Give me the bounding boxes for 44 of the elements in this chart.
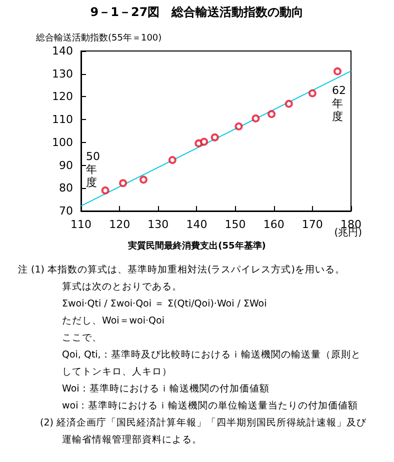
point	[101, 186, 110, 194]
y-tick-label: 120	[52, 90, 73, 104]
annotation: 50年度	[86, 150, 100, 189]
x-tick-label: 160	[263, 218, 284, 231]
text: ただし、Woi＝woi·Qoi	[62, 316, 164, 326]
x-tick-label: 140	[186, 218, 208, 231]
text: woi：基準時におけるｉ輸送機関の単位輸送量当たりの付加価値額	[62, 400, 358, 412]
y-tick-label: 140	[52, 44, 73, 58]
x-tick-label: 110	[70, 218, 92, 231]
x-tick-label: 130	[148, 218, 169, 231]
point	[210, 133, 219, 142]
x-tick-label: 120	[109, 218, 130, 231]
point	[284, 100, 293, 108]
text: Σwoi·Qti / Σwoi·Qoi ＝ Σ(Qti/Qoi)·Woi / ΣWoi	[62, 298, 267, 310]
text: Qoi, Qti,：基準時及び比較時におけるｉ輸送機関の輸送量（原則と	[62, 348, 361, 360]
annotation: 62年度	[332, 84, 346, 123]
text: してトンキロ、人キロ）	[62, 366, 172, 378]
text: Woi：基準時におけるｉ輸送機関の付加価値額	[62, 382, 270, 394]
text: 運輸省情報管理部資料による。	[62, 434, 202, 446]
y-tick-label: 70	[59, 204, 73, 218]
point	[234, 122, 243, 130]
point	[119, 179, 128, 188]
x-tick-label: 150	[224, 218, 246, 231]
point	[168, 156, 176, 164]
y-tick-label: 130	[52, 67, 73, 80]
text: 算式は次のとおりである。	[62, 280, 182, 292]
text: (2) 経済企画庁「国民経済計算年報」「四半期別国民所得統計速報」及び	[40, 416, 368, 428]
x-axis-title: 実質民間最終消費支出(55年基準)	[127, 240, 266, 252]
text: (兆円)	[334, 226, 362, 238]
y-axis-title: 総合輸送活動指数(55年＝100)	[35, 32, 162, 44]
point	[334, 67, 342, 76]
point	[139, 176, 148, 184]
y-tick-label: 110	[52, 113, 73, 126]
chart-title: 9－1－27図 総合輸送活動指数の動向	[90, 5, 304, 19]
y-tick-label: 90	[59, 158, 73, 172]
y-tick-label: 100	[52, 136, 73, 149]
point	[200, 138, 208, 146]
point	[252, 114, 260, 122]
y-tick-label: 80	[59, 182, 73, 195]
text: ここで、	[62, 332, 102, 344]
text: 注 (1) 本指数の算式は、基準時加重相対法(ラスパイレス方式)を用いる。	[18, 264, 345, 276]
x-tick-label: 170	[302, 218, 323, 231]
point	[268, 110, 276, 118]
point	[308, 89, 316, 98]
